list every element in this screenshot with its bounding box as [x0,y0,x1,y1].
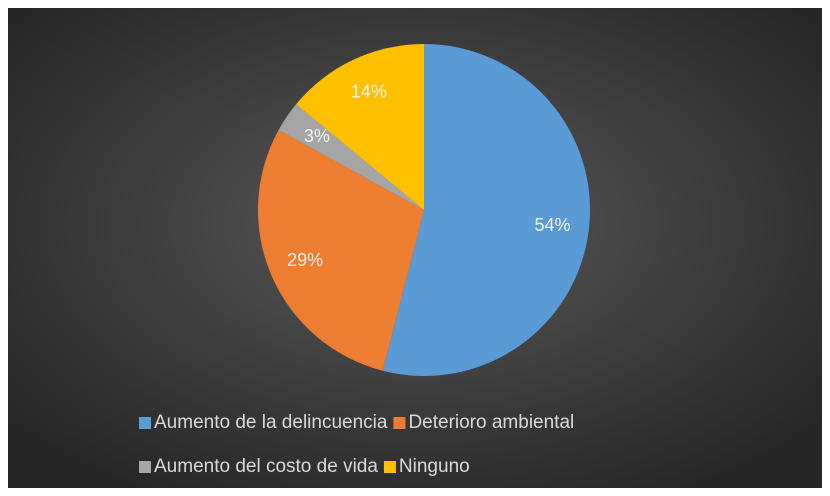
legend-label: Aumento de la delincuencia [154,412,388,433]
data-label: 29% [287,250,323,270]
legend-label: Deterioro ambiental [408,412,574,433]
legend-swatch [139,461,151,473]
pie-slice [296,44,424,210]
data-label: 54% [534,215,570,235]
legend-label: Ninguno [399,456,470,477]
legend-swatch [139,417,151,429]
legend-swatch [393,417,406,429]
data-label: 14% [351,82,387,102]
legend-swatch [383,461,396,473]
pie-slice [278,104,424,210]
pie: 54% 29% 3% 14% [258,44,590,376]
data-label: 3% [304,126,330,146]
pie-slice [382,44,590,376]
legend: Aumento de la delincuencia Deterioro ambi… [139,412,574,477]
pie-slice [258,130,424,371]
legend-label: Aumento del costo de vida [154,456,378,477]
